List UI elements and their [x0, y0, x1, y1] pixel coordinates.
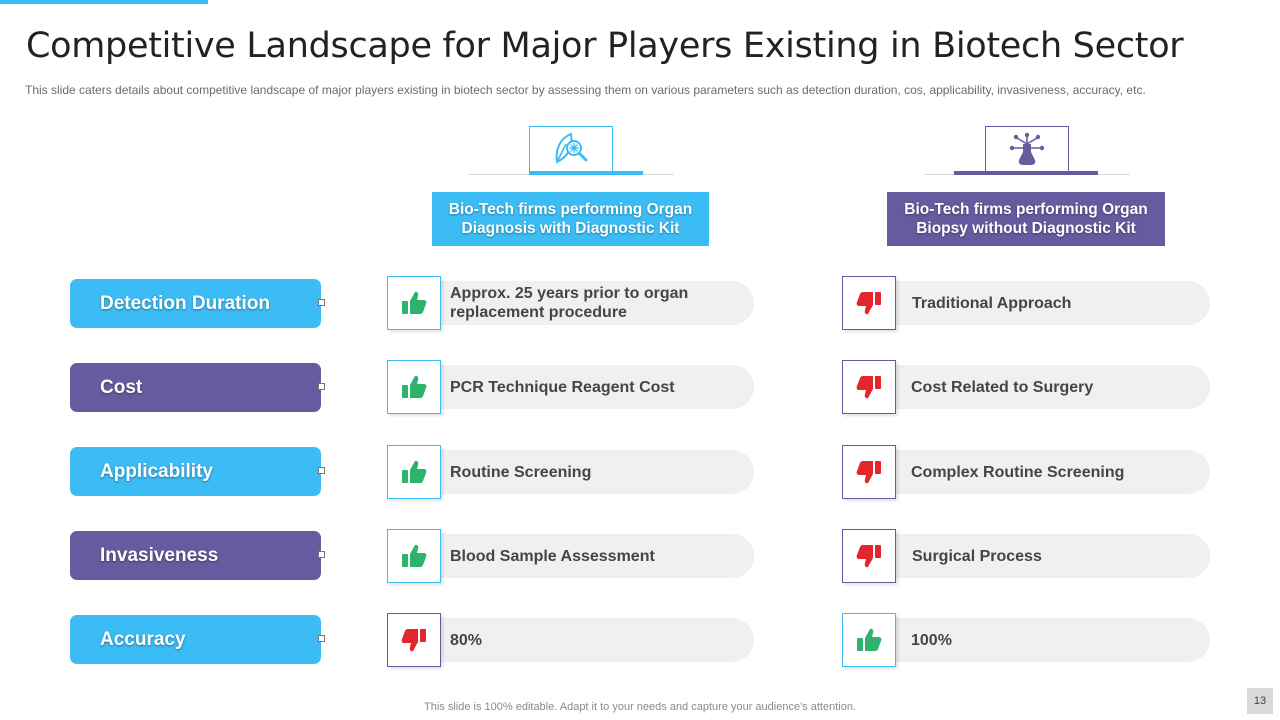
thumbs-down-icon: [842, 445, 896, 499]
kit-cell-background: [412, 450, 754, 494]
no-kit-cost-text: Cost Related to Surgery: [911, 378, 1094, 396]
no-kit-cell-background: [868, 450, 1210, 494]
page-subtitle: This slide caters details about competit…: [25, 83, 1146, 97]
thumbs-up-icon: [387, 529, 441, 583]
parameter-accuracy: Accuracy: [70, 615, 325, 664]
no-kit-cell-background: [868, 365, 1210, 409]
column-heading-without-kit: Bio-Tech firms performing Organ Biopsy w…: [887, 192, 1165, 246]
thumbs-down-icon: [387, 613, 441, 667]
thumbs-down-icon: [842, 360, 896, 414]
kit-accuracy-text: 80%: [450, 631, 483, 649]
thumbs-down-icon: [842, 529, 896, 583]
footer-note: This slide is 100% editable. Adapt it to…: [424, 701, 856, 713]
kit-cell-background: [412, 281, 754, 325]
parameter-detection-duration: Detection Duration: [70, 279, 325, 328]
leaf-virus-magnifier-icon: [529, 126, 613, 172]
parameter-invasiveness: Invasiveness: [70, 531, 325, 580]
parameter-cost: Cost: [70, 363, 325, 412]
lab-flask-icon: [985, 126, 1069, 172]
column-heading-with-kit: Bio-Tech firms performing Organ Diagnosi…: [432, 192, 709, 246]
thumbs-up-icon: [387, 445, 441, 499]
kit-detection-duration-text: Approx. 25 years prior to organ replacem…: [450, 285, 689, 321]
no-kit-cell-background: [868, 281, 1210, 325]
no-kit-invasiveness-text: Surgical Process: [912, 547, 1042, 565]
no-kit-accuracy-text: 100%: [911, 631, 952, 649]
kit-applicability-text: Routine Screening: [450, 463, 592, 481]
kit-invasiveness-text: Blood Sample Assessment: [450, 547, 655, 565]
column-no-kit-icon-group: [924, 126, 1130, 176]
thumbs-up-icon: [387, 276, 441, 330]
top-accent-bar: [0, 0, 208, 4]
kit-cell-background: [412, 618, 754, 662]
thumbs-up-icon: [387, 360, 441, 414]
column-kit-icon-group: [468, 126, 674, 176]
no-kit-cell-background: [868, 618, 1210, 662]
parameter-applicability: Applicability: [70, 447, 325, 496]
kit-cell-background: [412, 365, 754, 409]
page-title: Competitive Landscape for Major Players …: [26, 26, 1184, 66]
no-kit-cell-background: [868, 534, 1210, 578]
no-kit-detection-duration-text: Traditional Approach: [912, 294, 1072, 312]
page-number: 13: [1247, 688, 1273, 714]
thumbs-up-icon: [842, 613, 896, 667]
thumbs-down-icon: [842, 276, 896, 330]
no-kit-applicability-text: Complex Routine Screening: [911, 463, 1125, 481]
kit-cell-background: [412, 534, 754, 578]
kit-cost-text: PCR Technique Reagent Cost: [450, 378, 675, 396]
